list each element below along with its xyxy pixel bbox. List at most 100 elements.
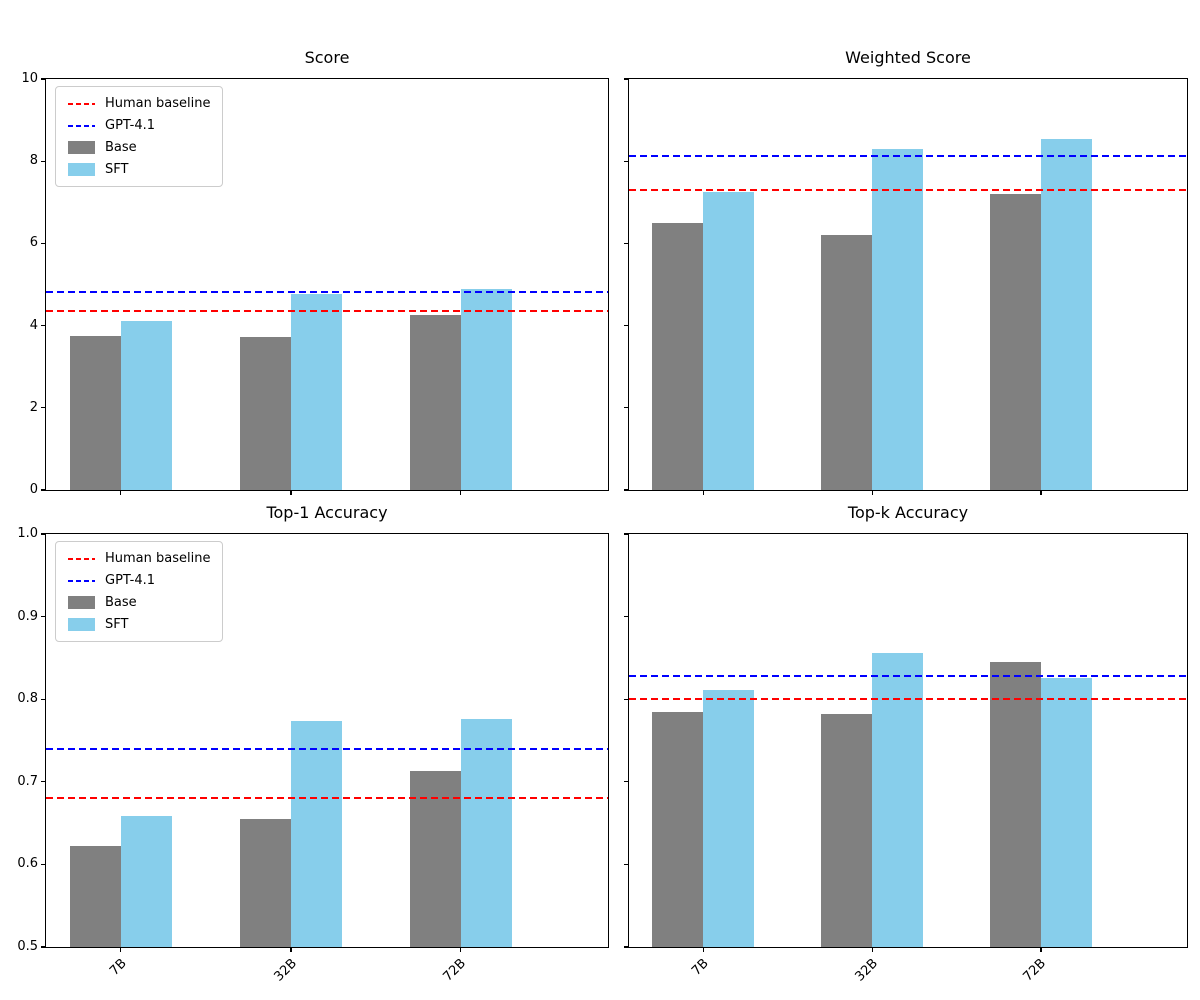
legend-item-gpt-4-1: GPT-4.1 [68,118,210,133]
legend-box: Human baseline GPT-4.1 Base SFT [55,541,224,642]
x-tick-mark [702,491,704,495]
x-tick-label-32b: 32B [852,956,881,985]
y-tick-mark [624,863,628,866]
sft-bar-32b [291,294,343,490]
y-tick-label: 0.6 [17,856,38,872]
x-tick-mark [871,948,873,952]
sft-bar-7b [703,690,755,947]
y-tick-mark [624,781,628,783]
legend-dashed-line-gpt-4-1-icon [68,579,95,582]
sft-bar-72b [1040,677,1092,947]
y-tick-mark [41,698,45,700]
y-tick-label: 8 [29,153,38,169]
base-bar-32b [240,337,292,490]
y-tick-mark [41,489,45,491]
y-tick-label: 6 [29,235,38,251]
chart-weighted-score: Weighted Score [624,48,1188,495]
sft-bar-72b [460,289,512,490]
x-tick-mark [460,948,462,952]
legend-swatch-base-icon [68,141,95,154]
legend-label-gpt-4-1: GPT-4.1 [105,573,156,588]
y-tick-mark [624,533,628,535]
sft-bar-72b [1040,139,1092,490]
x-tick-mark [871,491,873,495]
legend-box: Human baseline GPT-4.1 Base SFT [55,86,224,187]
base-bar-7b [69,335,121,490]
base-bar-72b [989,194,1041,490]
legend-item-human-baseline: Human baseline [68,96,210,111]
y-tick-label: 10 [21,71,38,86]
legend-swatch-sft-icon [68,163,95,176]
legend-swatch-base-icon [68,596,95,609]
y-tick-mark [624,407,628,409]
x-tick-label-7b: 7B [689,956,712,979]
human-baseline-line [629,188,1187,191]
legend-item-sft: SFT [68,617,210,632]
y-tick-label: 1.0 [17,526,38,541]
y-tick-mark [624,946,628,948]
x-tick-mark [1040,491,1042,495]
chart-topk-accuracy: Top-k Accuracy 7B 32B 72B [624,503,1188,985]
x-tick-mark [702,948,704,952]
sft-bar-7b [703,192,755,490]
gpt-4-1-line [46,290,608,293]
y-tick-mark [41,863,45,866]
legend-item-base: Base [68,140,210,155]
x-tick-mark [290,948,292,952]
x-tick-mark [1040,948,1042,952]
sft-bar-32b [291,720,343,947]
gpt-4-1-line [629,675,1187,678]
base-bar-32b [821,235,873,490]
chart-title-top1-accuracy: Top-1 Accuracy [266,503,388,522]
y-tick-mark [624,698,628,700]
y-tick-label: 4 [29,317,38,333]
legend-item-sft: SFT [68,162,210,177]
y-tick-mark [41,616,45,618]
legend-dashed-line-human-baseline-icon [68,102,95,105]
legend-label-sft: SFT [105,617,129,632]
legend-label-base: Base [105,140,137,155]
sft-bar-32b [872,148,924,490]
y-tick-mark [624,160,628,162]
x-tick-label-72b: 72B [440,956,470,985]
y-tick-label: 2 [29,399,38,415]
gpt-4-1-line [629,155,1187,158]
base-bar-32b [240,818,292,947]
human-baseline-line [46,797,608,800]
y-tick-mark [41,242,45,245]
legend-item-gpt-4-1: GPT-4.1 [68,573,210,588]
legend-swatch-sft-icon [68,618,95,631]
y-tick-mark [41,946,45,948]
sft-bar-7b [120,815,172,947]
chart-top1-accuracy: Top-1 Accuracy 0.5 0.6 0.7 0.8 0.9 1.0 7B 32B 72… [17,503,609,985]
base-bar-72b [989,662,1041,947]
base-bar-7b [69,846,121,947]
sft-bar-72b [460,719,512,947]
y-tick-mark [624,325,628,327]
base-bar-7b [652,712,704,947]
base-bar-7b [652,222,704,490]
y-tick-mark [624,489,628,491]
gpt-4-1-line [46,747,608,750]
x-tick-mark [120,948,122,952]
x-tick-label-7b: 7B [106,956,130,979]
y-tick-mark [41,533,45,535]
sft-bar-32b [872,652,924,947]
human-baseline-line [629,698,1187,701]
x-tick-mark [460,491,462,495]
legend-label-human-baseline: Human baseline [105,96,211,111]
legend-label-sft: SFT [105,162,129,177]
y-tick-mark [41,160,45,162]
y-tick-label: 0.9 [17,608,38,624]
y-tick-mark [41,407,45,409]
y-tick-label: 0.7 [17,773,38,789]
legend-dashed-line-gpt-4-1-icon [68,124,95,127]
chart-title-topk-accuracy: Top-k Accuracy [847,503,969,522]
base-bar-32b [821,714,873,947]
x-tick-mark [120,491,122,495]
base-bar-72b [409,771,461,947]
y-tick-mark [624,242,628,245]
legend-dashed-line-human-baseline-icon [68,557,95,560]
chart-title-score: Score [304,48,350,67]
